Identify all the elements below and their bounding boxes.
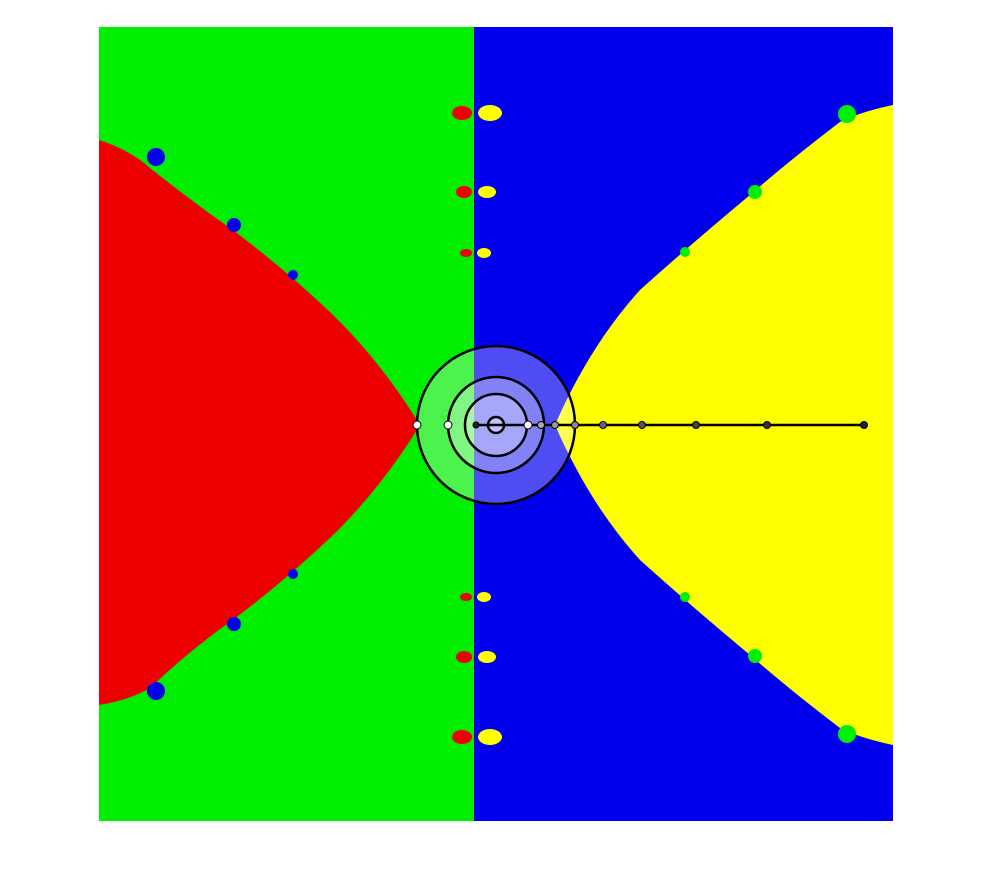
point <box>443 420 453 430</box>
point <box>523 420 533 430</box>
blob <box>460 593 472 601</box>
point <box>537 421 545 429</box>
blob <box>478 105 502 121</box>
point <box>571 421 579 429</box>
blob <box>477 248 491 258</box>
orbit-points <box>412 420 868 430</box>
boundary-blobs <box>147 105 856 745</box>
blob <box>748 185 762 199</box>
point <box>692 421 700 429</box>
blob <box>227 617 241 631</box>
point <box>860 421 868 429</box>
point <box>412 420 422 430</box>
blob <box>147 148 165 166</box>
blob <box>227 218 241 232</box>
blob <box>452 106 472 120</box>
blob <box>680 247 690 257</box>
blob <box>748 649 762 663</box>
blob <box>680 592 690 602</box>
blob <box>838 105 856 123</box>
blob <box>456 186 472 198</box>
blob <box>460 249 472 257</box>
blob <box>478 651 496 663</box>
point <box>763 421 771 429</box>
point <box>551 421 559 429</box>
blob <box>478 729 502 745</box>
blob <box>456 651 472 663</box>
blob <box>838 725 856 743</box>
point <box>599 421 607 429</box>
point <box>638 421 646 429</box>
blob <box>288 270 298 280</box>
red-basin <box>99 140 420 705</box>
blob <box>477 592 491 602</box>
blob <box>478 186 496 198</box>
blob <box>288 569 298 579</box>
blob <box>452 730 472 744</box>
blob <box>147 682 165 700</box>
point <box>472 421 480 429</box>
